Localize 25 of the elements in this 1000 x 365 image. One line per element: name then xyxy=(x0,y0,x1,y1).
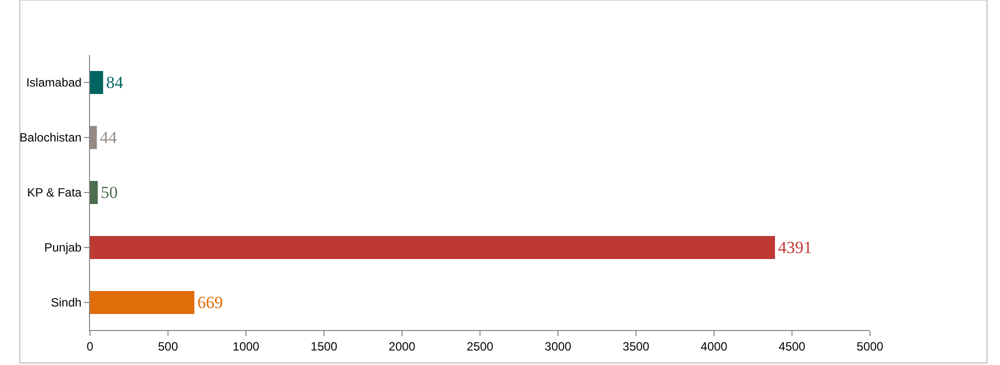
y-tick-label: Punjab xyxy=(44,240,82,255)
bar xyxy=(90,70,104,94)
x-tick-label: 2000 xyxy=(388,339,416,354)
x-tick-label: 4500 xyxy=(778,339,806,354)
x-tick-label: 1500 xyxy=(310,339,338,354)
y-tick-label: KP & Fata xyxy=(27,186,82,200)
x-tick-label: 1000 xyxy=(232,339,260,354)
x-tick-label: 0 xyxy=(86,339,94,354)
x-tick-label: 4000 xyxy=(700,339,728,354)
bar xyxy=(90,290,194,314)
x-tick-label: 5000 xyxy=(856,339,884,354)
data-label: 50 xyxy=(100,183,118,202)
bar xyxy=(90,180,98,204)
data-label: 44 xyxy=(100,128,118,147)
y-tick-label: Islamabad xyxy=(26,76,82,90)
bar xyxy=(90,236,775,260)
x-tick-label: 3500 xyxy=(622,339,650,354)
x-tick-label: 2500 xyxy=(466,339,494,354)
x-tick-label: 500 xyxy=(158,339,178,354)
x-tick-label: 3000 xyxy=(544,339,572,354)
y-tick-label: Balochistan xyxy=(20,130,82,145)
data-label: 4391 xyxy=(778,238,812,257)
data-label: 84 xyxy=(106,73,124,92)
y-tick-label: Sindh xyxy=(50,296,82,310)
data-label: 669 xyxy=(197,293,223,312)
